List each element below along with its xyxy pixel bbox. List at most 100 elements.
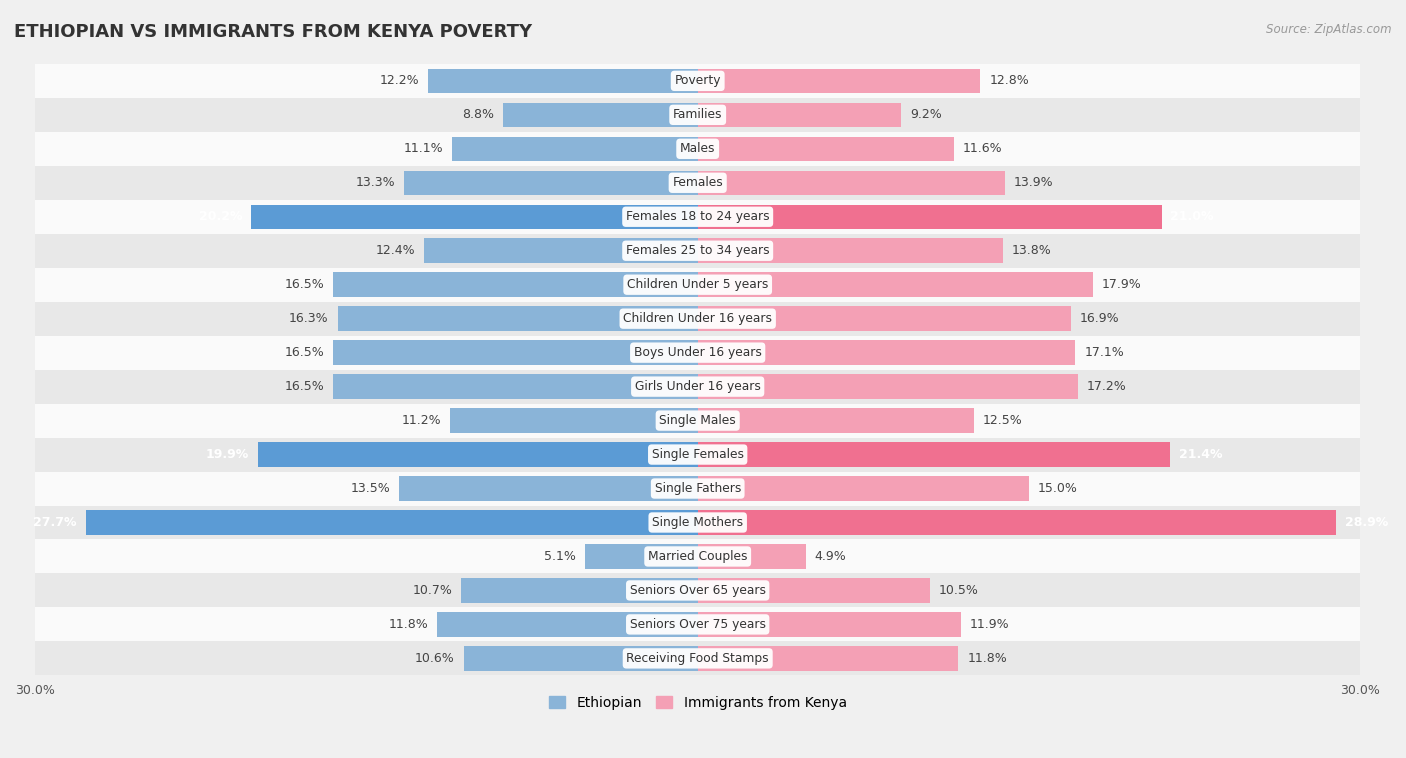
Text: 16.5%: 16.5% xyxy=(284,346,325,359)
Text: 11.2%: 11.2% xyxy=(402,414,441,427)
Text: Receiving Food Stamps: Receiving Food Stamps xyxy=(627,652,769,665)
Text: 11.1%: 11.1% xyxy=(404,143,444,155)
Bar xyxy=(697,544,806,568)
Bar xyxy=(464,646,697,671)
Text: 4.9%: 4.9% xyxy=(815,550,846,563)
Text: Females 25 to 34 years: Females 25 to 34 years xyxy=(626,244,769,257)
Text: Girls Under 16 years: Girls Under 16 years xyxy=(634,380,761,393)
Bar xyxy=(86,510,697,534)
Bar xyxy=(35,471,1361,506)
Text: 28.9%: 28.9% xyxy=(1346,516,1388,529)
Bar xyxy=(697,578,929,603)
Text: Seniors Over 75 years: Seniors Over 75 years xyxy=(630,618,766,631)
Bar xyxy=(697,476,1029,501)
Bar xyxy=(585,544,697,568)
Bar xyxy=(450,409,697,433)
Text: 13.3%: 13.3% xyxy=(356,177,395,190)
Bar xyxy=(697,510,1336,534)
Bar xyxy=(35,132,1361,166)
Bar xyxy=(399,476,697,501)
Text: 9.2%: 9.2% xyxy=(910,108,942,121)
Text: 19.9%: 19.9% xyxy=(207,448,249,461)
Text: 17.9%: 17.9% xyxy=(1102,278,1142,291)
Bar xyxy=(259,443,697,467)
Bar xyxy=(333,374,697,399)
Text: Males: Males xyxy=(681,143,716,155)
Text: Single Mothers: Single Mothers xyxy=(652,516,744,529)
Bar xyxy=(35,506,1361,540)
Bar xyxy=(461,578,697,603)
Bar xyxy=(252,205,697,229)
Text: 27.7%: 27.7% xyxy=(34,516,77,529)
Text: 5.1%: 5.1% xyxy=(544,550,576,563)
Bar xyxy=(35,607,1361,641)
Text: 13.8%: 13.8% xyxy=(1011,244,1052,257)
Text: 16.9%: 16.9% xyxy=(1080,312,1119,325)
Bar xyxy=(697,69,980,93)
Bar xyxy=(697,205,1161,229)
Bar xyxy=(697,272,1092,297)
Text: Poverty: Poverty xyxy=(675,74,721,87)
Bar xyxy=(35,336,1361,370)
Text: Seniors Over 65 years: Seniors Over 65 years xyxy=(630,584,766,597)
Bar xyxy=(697,136,953,161)
Text: 15.0%: 15.0% xyxy=(1038,482,1078,495)
Text: 12.2%: 12.2% xyxy=(380,74,419,87)
Bar xyxy=(333,340,697,365)
Bar xyxy=(35,166,1361,200)
Text: 12.8%: 12.8% xyxy=(990,74,1029,87)
Text: Single Males: Single Males xyxy=(659,414,737,427)
Text: 12.4%: 12.4% xyxy=(375,244,415,257)
Text: 10.6%: 10.6% xyxy=(415,652,454,665)
Bar xyxy=(35,641,1361,675)
Bar xyxy=(35,370,1361,403)
Bar xyxy=(697,340,1076,365)
Text: 16.5%: 16.5% xyxy=(284,380,325,393)
Bar xyxy=(35,233,1361,268)
Bar xyxy=(429,69,697,93)
Text: Children Under 16 years: Children Under 16 years xyxy=(623,312,772,325)
Text: 10.5%: 10.5% xyxy=(938,584,979,597)
Bar xyxy=(697,612,960,637)
Bar xyxy=(697,306,1071,331)
Text: Married Couples: Married Couples xyxy=(648,550,748,563)
Bar xyxy=(35,403,1361,437)
Text: 17.2%: 17.2% xyxy=(1087,380,1126,393)
Bar xyxy=(697,171,1005,195)
Bar xyxy=(35,302,1361,336)
Text: 8.8%: 8.8% xyxy=(463,108,495,121)
Text: 11.9%: 11.9% xyxy=(969,618,1010,631)
Bar xyxy=(423,239,697,263)
Bar xyxy=(35,200,1361,233)
Text: Source: ZipAtlas.com: Source: ZipAtlas.com xyxy=(1267,23,1392,36)
Text: 21.0%: 21.0% xyxy=(1170,210,1213,224)
Text: 13.9%: 13.9% xyxy=(1014,177,1053,190)
Text: Boys Under 16 years: Boys Under 16 years xyxy=(634,346,762,359)
Bar xyxy=(337,306,697,331)
Text: 16.3%: 16.3% xyxy=(290,312,329,325)
Text: ETHIOPIAN VS IMMIGRANTS FROM KENYA POVERTY: ETHIOPIAN VS IMMIGRANTS FROM KENYA POVER… xyxy=(14,23,533,41)
Legend: Ethiopian, Immigrants from Kenya: Ethiopian, Immigrants from Kenya xyxy=(543,690,852,715)
Bar xyxy=(503,102,697,127)
Text: Females: Females xyxy=(672,177,723,190)
Bar xyxy=(35,98,1361,132)
Bar xyxy=(404,171,697,195)
Bar xyxy=(697,646,959,671)
Text: 16.5%: 16.5% xyxy=(284,278,325,291)
Bar xyxy=(697,443,1170,467)
Bar xyxy=(35,540,1361,574)
Bar xyxy=(333,272,697,297)
Bar xyxy=(697,239,1002,263)
Bar xyxy=(697,374,1077,399)
Bar xyxy=(697,102,901,127)
Text: 21.4%: 21.4% xyxy=(1180,448,1223,461)
Text: 11.8%: 11.8% xyxy=(388,618,429,631)
Text: Families: Families xyxy=(673,108,723,121)
Bar xyxy=(35,268,1361,302)
Text: Single Fathers: Single Fathers xyxy=(655,482,741,495)
Text: Females 18 to 24 years: Females 18 to 24 years xyxy=(626,210,769,224)
Bar xyxy=(35,64,1361,98)
Text: 10.7%: 10.7% xyxy=(412,584,453,597)
Text: 13.5%: 13.5% xyxy=(352,482,391,495)
Bar xyxy=(453,136,697,161)
